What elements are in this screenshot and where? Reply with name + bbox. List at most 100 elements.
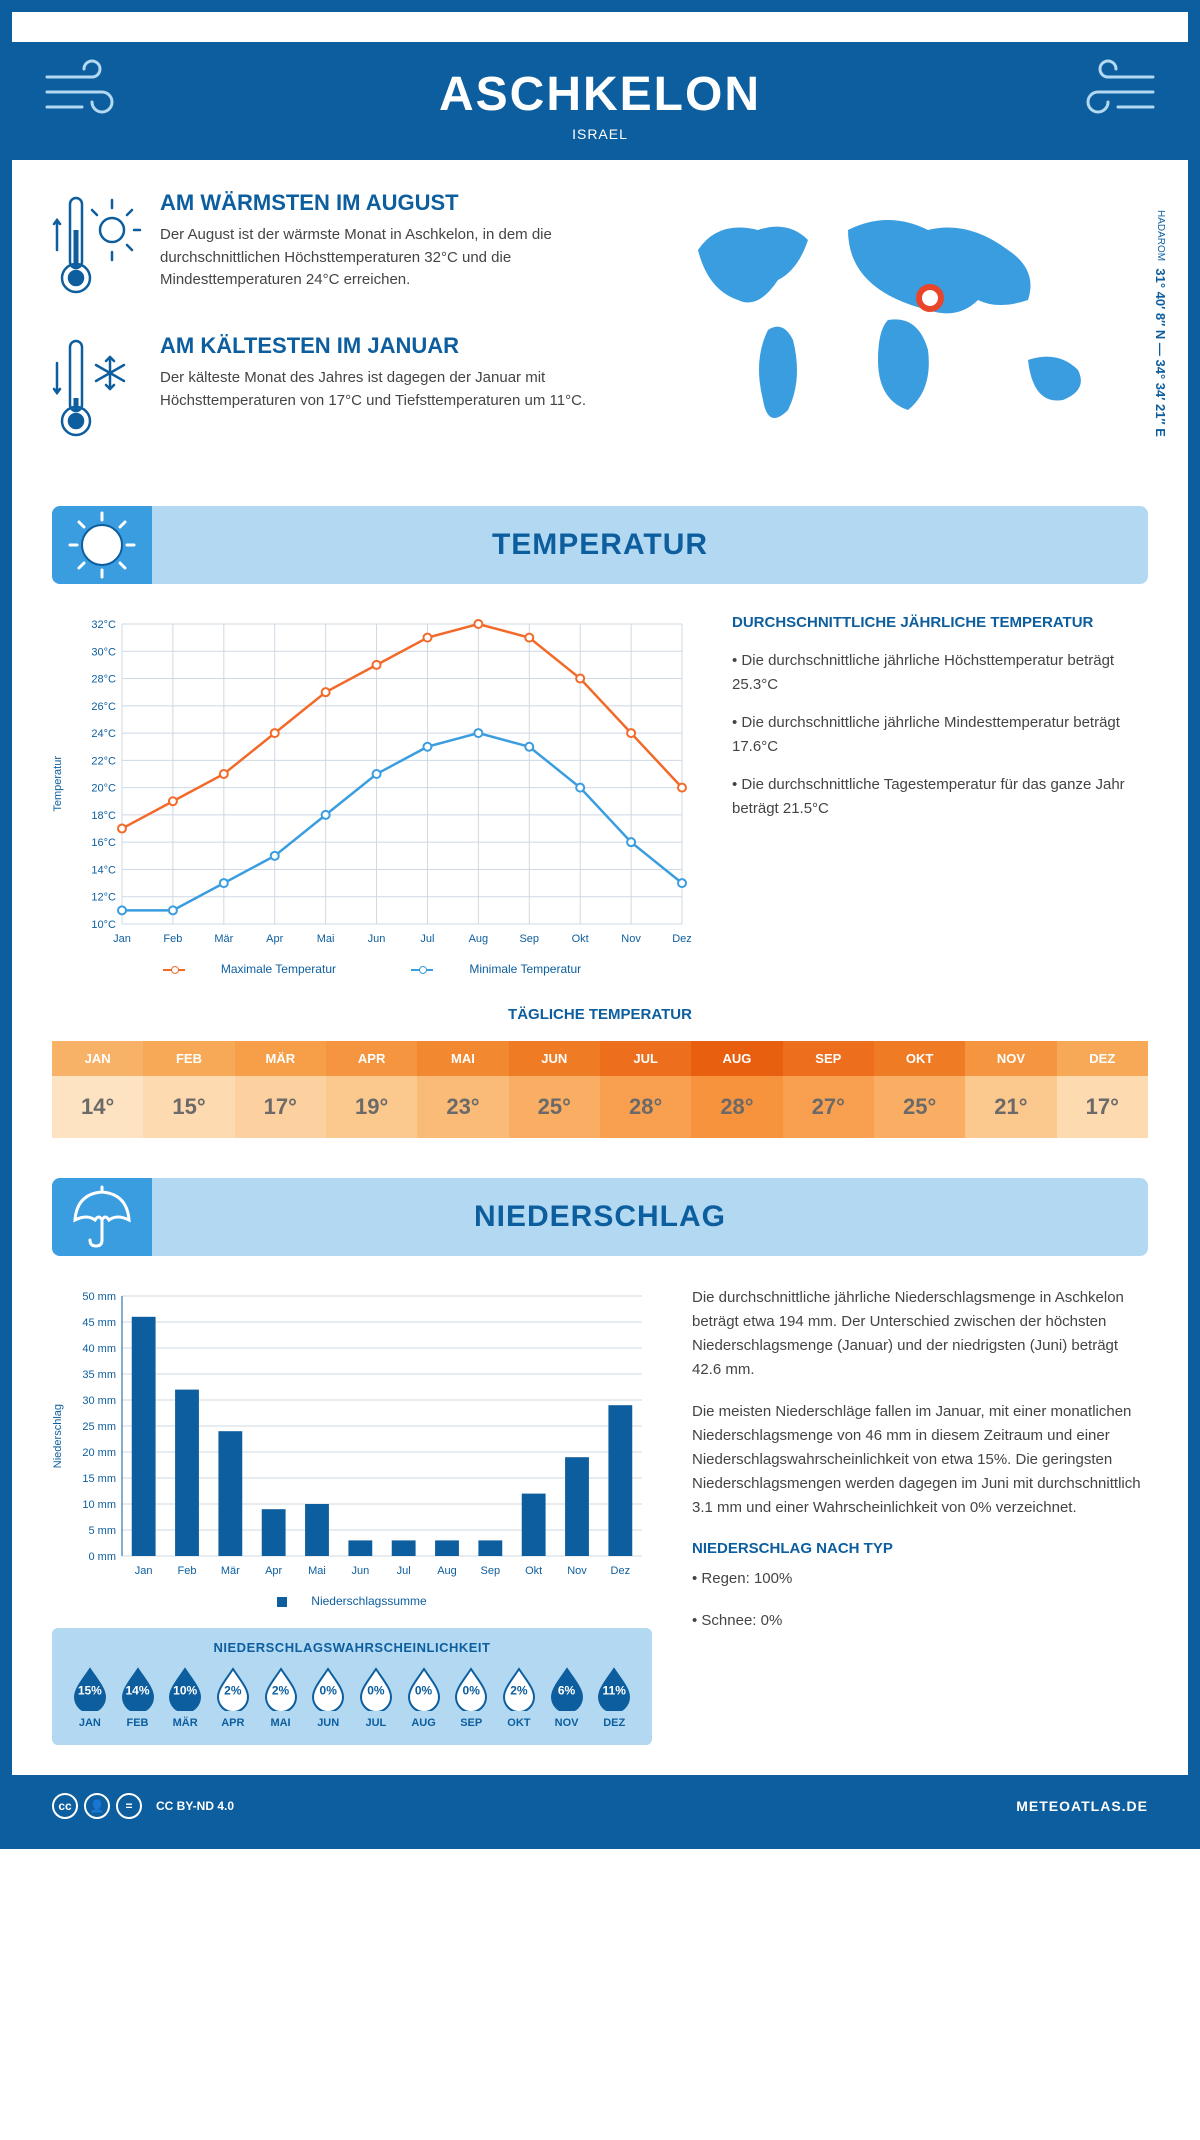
svg-text:Jul: Jul [420, 933, 434, 945]
daily-temp-cell: NOV21° [965, 1041, 1056, 1138]
world-map: HADAROM 31° 40′ 8″ N — 34° 34′ 21″ E [668, 190, 1148, 476]
svg-text:20°C: 20°C [91, 783, 116, 795]
svg-text:45 mm: 45 mm [82, 1317, 116, 1329]
svg-text:Mai: Mai [308, 1565, 326, 1577]
cold-text: Der kälteste Monat des Jahres ist dagege… [160, 367, 638, 412]
temp-chart-ylabel: Temperatur [52, 756, 64, 812]
svg-text:24°C: 24°C [91, 728, 116, 740]
daily-temp-cell: DEZ17° [1057, 1041, 1148, 1138]
precip-prob-drop: 10%MÄR [161, 1667, 209, 1729]
svg-text:Nov: Nov [621, 933, 641, 945]
svg-text:12°C: 12°C [91, 892, 116, 904]
thermometer-hot-icon [52, 190, 142, 305]
header: ASCHKELON ISRAEL [12, 42, 1188, 160]
svg-text:35 mm: 35 mm [82, 1369, 116, 1381]
svg-text:Apr: Apr [265, 1565, 282, 1577]
svg-text:Feb: Feb [178, 1565, 197, 1577]
temp-stats-heading: DURCHSCHNITTLICHE JÄHRLICHE TEMPERATUR [732, 614, 1148, 631]
precip-prob-drop: 2%MAI [257, 1667, 305, 1729]
svg-text:26°C: 26°C [91, 701, 116, 713]
precip-probability-box: NIEDERSCHLAGSWAHRSCHEINLICHKEIT 15%JAN14… [52, 1628, 652, 1745]
svg-text:Sep: Sep [519, 933, 539, 945]
svg-text:15 mm: 15 mm [82, 1473, 116, 1485]
daily-temp-cell: MÄR17° [235, 1041, 326, 1138]
temp-stat-bullet: • Die durchschnittliche jährliche Höchst… [732, 649, 1148, 697]
svg-text:10 mm: 10 mm [82, 1499, 116, 1511]
precip-prob-drop: 14%FEB [114, 1667, 162, 1729]
daily-temp-cell: JUN25° [509, 1041, 600, 1138]
precip-prob-drop: 0%AUG [400, 1667, 448, 1729]
svg-text:32°C: 32°C [91, 619, 116, 631]
svg-text:28°C: 28°C [91, 674, 116, 686]
wind-icon [1068, 57, 1158, 122]
temperature-chart: 10°C 12°C 14°C 16°C 18°C 20°C 22°C 24°C 26°C 28°C… [72, 614, 692, 954]
svg-text:Feb: Feb [163, 933, 182, 945]
thermometer-cold-icon [52, 333, 142, 448]
daily-temp-cell: APR19° [326, 1041, 417, 1138]
cold-title: AM KÄLTESTEN IM JANUAR [160, 333, 638, 359]
svg-text:Nov: Nov [567, 1565, 587, 1577]
precipitation-chart: 0 mm 5 mm 10 mm 15 mm 20 mm 25 mm 30 mm 35 mm 40… [72, 1286, 652, 1586]
precip-chart-legend: Niederschlagssumme [52, 1594, 652, 1608]
precip-p1: Die durchschnittliche jährliche Niedersc… [692, 1286, 1148, 1382]
precip-p2: Die meisten Niederschläge fallen im Janu… [692, 1400, 1148, 1520]
svg-text:Aug: Aug [469, 933, 489, 945]
svg-text:5 mm: 5 mm [89, 1525, 117, 1537]
coordinates: HADAROM 31° 40′ 8″ N — 34° 34′ 21″ E [1153, 210, 1168, 437]
warm-title: AM WÄRMSTEN IM AUGUST [160, 190, 638, 216]
svg-text:18°C: 18°C [91, 810, 116, 822]
daily-temp-cell: FEB15° [143, 1041, 234, 1138]
svg-text:Okt: Okt [525, 1565, 542, 1577]
precip-prob-drop: 0%JUL [352, 1667, 400, 1729]
precip-type-bullet: • Schnee: 0% [692, 1609, 1148, 1633]
city-name: ASCHKELON [12, 67, 1188, 122]
section-header-precip: NIEDERSCHLAG [52, 1178, 1148, 1256]
section-header-temperature: TEMPERATUR [52, 506, 1148, 584]
warm-text: Der August ist der wärmste Monat in Asch… [160, 224, 638, 292]
temp-chart-legend: Maximale Temperatur Minimale Temperatur [52, 962, 692, 976]
daily-temp-heading: TÄGLICHE TEMPERATUR [52, 1006, 1148, 1023]
svg-text:Mär: Mär [221, 1565, 240, 1577]
svg-text:30°C: 30°C [91, 646, 116, 658]
temp-stat-bullet: • Die durchschnittliche jährliche Mindes… [732, 711, 1148, 759]
daily-temp-table: JAN14°FEB15°MÄR17°APR19°MAI23°JUN25°JUL2… [52, 1041, 1148, 1138]
svg-text:Dez: Dez [611, 1565, 631, 1577]
svg-text:40 mm: 40 mm [82, 1343, 116, 1355]
svg-text:14°C: 14°C [91, 864, 116, 876]
svg-text:30 mm: 30 mm [82, 1395, 116, 1407]
svg-text:25 mm: 25 mm [82, 1421, 116, 1433]
daily-temp-cell: OKT25° [874, 1041, 965, 1138]
daily-temp-cell: SEP27° [783, 1041, 874, 1138]
svg-text:50 mm: 50 mm [82, 1291, 116, 1303]
svg-text:Mär: Mär [214, 933, 233, 945]
svg-text:Jul: Jul [397, 1565, 411, 1577]
svg-text:22°C: 22°C [91, 755, 116, 767]
svg-text:Jun: Jun [351, 1565, 369, 1577]
daily-temp-cell: AUG28° [691, 1041, 782, 1138]
daily-temp-cell: JUL28° [600, 1041, 691, 1138]
precip-type-bullet: • Regen: 100% [692, 1567, 1148, 1591]
wind-icon [42, 57, 132, 122]
precip-chart-ylabel: Niederschlag [52, 1404, 64, 1468]
daily-temp-cell: MAI23° [417, 1041, 508, 1138]
svg-text:16°C: 16°C [91, 837, 116, 849]
precip-prob-drop: 0%SEP [447, 1667, 495, 1729]
precip-type-heading: NIEDERSCHLAG NACH TYP [692, 1540, 1148, 1557]
umbrella-icon [52, 1178, 152, 1256]
precip-prob-drop: 2%APR [209, 1667, 257, 1729]
svg-text:Dez: Dez [672, 933, 692, 945]
svg-text:20 mm: 20 mm [82, 1447, 116, 1459]
svg-text:0 mm: 0 mm [89, 1551, 117, 1563]
precip-prob-drop: 15%JAN [66, 1667, 114, 1729]
svg-text:Jun: Jun [368, 933, 386, 945]
svg-text:10°C: 10°C [91, 919, 116, 931]
temp-stat-bullet: • Die durchschnittliche Tagestemperatur … [732, 773, 1148, 821]
precip-prob-drop: 0%JUN [304, 1667, 352, 1729]
footer: cc👤= CC BY-ND 4.0 METEOATLAS.DE [12, 1775, 1188, 1837]
cc-license-icons: cc👤= CC BY-ND 4.0 [52, 1793, 234, 1819]
svg-text:Mai: Mai [317, 933, 335, 945]
sun-icon [52, 506, 152, 584]
svg-text:Apr: Apr [266, 933, 283, 945]
precip-prob-drop: 11%DEZ [590, 1667, 638, 1729]
precip-prob-drop: 6%NOV [543, 1667, 591, 1729]
